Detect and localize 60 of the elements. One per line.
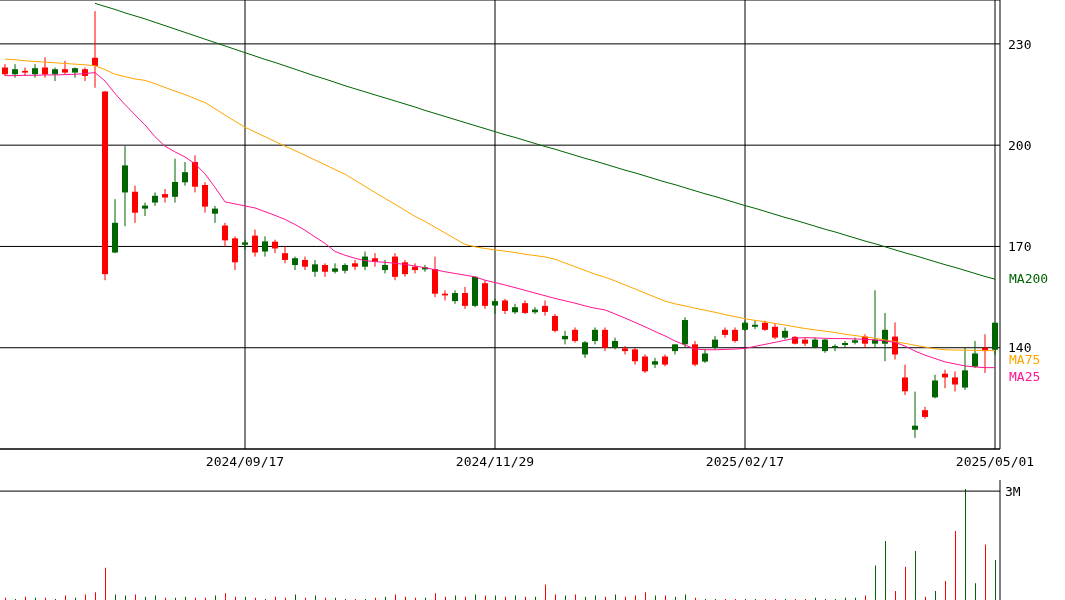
candlestick bbox=[172, 158, 178, 204]
x-tick-label: 2025/02/17 bbox=[705, 454, 785, 470]
candlestick bbox=[32, 63, 38, 79]
candlestick bbox=[202, 181, 208, 214]
y-tick-label: 200 bbox=[1008, 137, 1032, 153]
candlestick bbox=[322, 262, 328, 278]
candlestick bbox=[482, 279, 488, 310]
candlestick bbox=[182, 161, 188, 187]
candlestick bbox=[152, 191, 158, 207]
y-tick-label: 170 bbox=[1008, 239, 1032, 255]
candlestick bbox=[412, 262, 418, 274]
candlestick bbox=[132, 185, 138, 224]
candlestick bbox=[312, 259, 318, 278]
line-series bbox=[94, 2, 996, 280]
candlestick bbox=[902, 364, 908, 396]
candlestick bbox=[512, 303, 518, 315]
candlestick bbox=[232, 235, 238, 271]
candlestick bbox=[92, 10, 98, 89]
candlestick bbox=[832, 343, 838, 352]
candlestick bbox=[952, 370, 958, 393]
candlestick bbox=[562, 330, 568, 345]
candlestick bbox=[962, 347, 968, 391]
candlestick bbox=[802, 337, 808, 347]
candlestick bbox=[752, 320, 758, 330]
candlestick bbox=[542, 299, 548, 317]
candlestick bbox=[692, 340, 698, 367]
candlestick bbox=[162, 188, 168, 204]
candlestick bbox=[602, 326, 608, 352]
candlestick bbox=[842, 340, 848, 349]
candlestick bbox=[282, 245, 288, 264]
candlestick bbox=[262, 235, 268, 258]
candlestick bbox=[642, 353, 648, 374]
candlestick bbox=[332, 262, 338, 274]
x-tick-label: 2024/09/17 bbox=[205, 454, 285, 470]
candlestick bbox=[652, 357, 658, 369]
candlestick bbox=[382, 259, 388, 274]
candlestick bbox=[252, 229, 258, 258]
candlestick bbox=[932, 374, 938, 399]
candlestick bbox=[392, 252, 398, 281]
x-tick-label: 2025/05/01 bbox=[955, 454, 1035, 470]
candlestick bbox=[22, 67, 28, 77]
candlestick bbox=[242, 239, 248, 251]
candlestick bbox=[622, 345, 628, 355]
candlestick bbox=[912, 391, 918, 439]
series-label: MA200 bbox=[1009, 271, 1049, 288]
candlestick bbox=[722, 326, 728, 339]
candlestick bbox=[12, 63, 18, 79]
candlestick bbox=[352, 259, 358, 271]
candlestick bbox=[142, 202, 148, 217]
candlestick bbox=[212, 205, 218, 224]
candlestick bbox=[972, 340, 978, 369]
x-tick-label: 2024/11/29 bbox=[455, 454, 535, 470]
ref-line-label: 3M bbox=[1005, 483, 1021, 499]
candlestick bbox=[222, 222, 228, 247]
candlestick bbox=[462, 286, 468, 310]
candlestick bbox=[62, 60, 68, 75]
candlestick bbox=[492, 298, 498, 315]
y-tick-label: 230 bbox=[1008, 36, 1032, 52]
candlestick bbox=[552, 313, 558, 334]
series-label: MA25 bbox=[1009, 368, 1041, 385]
